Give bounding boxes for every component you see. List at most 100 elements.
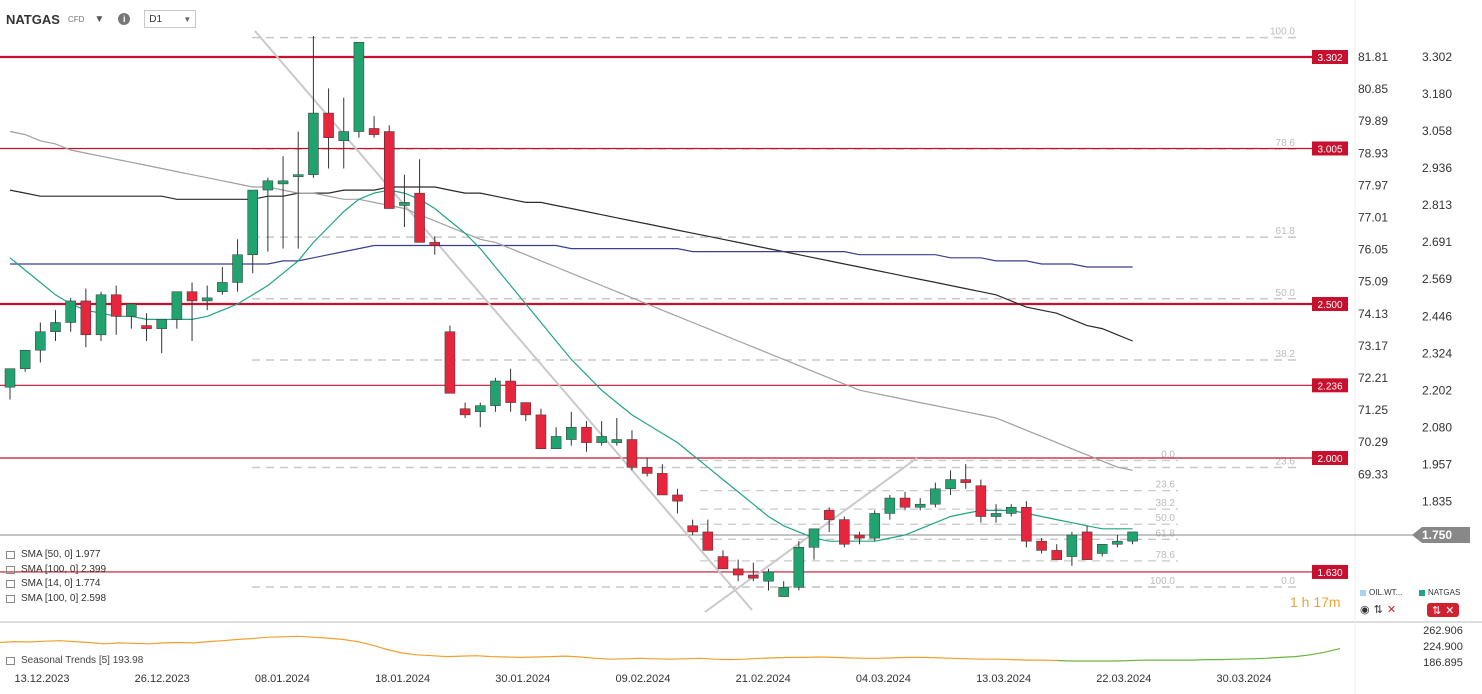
x-axis-tick: 13.12.2023 bbox=[14, 673, 69, 685]
candle-up bbox=[611, 439, 623, 443]
candle-up bbox=[566, 426, 577, 440]
indicator-row[interactable]: SMA [100, 0] 2.598 bbox=[6, 592, 106, 607]
compare-oil-controls: ◉ ⇅ ✕ bbox=[1360, 603, 1396, 616]
seasonal-axis-tick: 77.97 bbox=[1358, 178, 1388, 192]
timeframe-select[interactable]: D1 ▼ bbox=[144, 10, 197, 28]
indicator-row[interactable]: SMA [14, 0] 1.774 bbox=[6, 577, 106, 592]
level-price-tag bbox=[1312, 50, 1348, 64]
fib-level-label: 100.0 bbox=[1270, 27, 1295, 38]
fib-minor-label: 50.0 bbox=[1156, 513, 1176, 524]
color-swatch-icon bbox=[1419, 589, 1425, 596]
seasonal-axis-tick: 75.09 bbox=[1358, 275, 1388, 289]
seasonal-axis-tick: 71.25 bbox=[1358, 403, 1388, 417]
candle-down bbox=[657, 473, 668, 496]
chevron-down-icon: ▼ bbox=[183, 14, 192, 24]
close-icon[interactable]: ✕ bbox=[1386, 604, 1397, 616]
candle-up bbox=[1066, 534, 1078, 557]
seasonal-legend[interactable]: Seasonal Trends [5] 193.98 bbox=[6, 655, 143, 666]
compare-natgas-controls: ⇅ ✕ bbox=[1427, 603, 1460, 617]
compare-oil[interactable]: OIL.WT... bbox=[1360, 588, 1402, 597]
candle-up bbox=[884, 497, 896, 514]
reorder-icon[interactable]: ⇅ bbox=[1432, 604, 1442, 617]
seasonal-axis-tick: 77.01 bbox=[1358, 211, 1388, 225]
indicator-toggle-icon[interactable] bbox=[6, 580, 15, 589]
sma-line bbox=[9, 130, 1133, 471]
compare-natgas[interactable]: NATGAS bbox=[1419, 588, 1460, 597]
candle-down bbox=[141, 325, 152, 329]
level-price-tag bbox=[1312, 564, 1348, 579]
current-price-label: 1.750 bbox=[1422, 528, 1452, 542]
candle-up bbox=[95, 294, 107, 336]
candle-down bbox=[702, 531, 714, 551]
reorder-icon[interactable]: ⇅ bbox=[1373, 604, 1383, 616]
fib-level-label: 61.8 bbox=[1276, 226, 1296, 237]
candle-down bbox=[1081, 531, 1093, 560]
price-axis-tick: 2.080 bbox=[1422, 420, 1452, 434]
candle-up bbox=[990, 513, 1002, 517]
seasonal-label: Seasonal Trends [5] 193.98 bbox=[21, 655, 144, 666]
indicator-row[interactable]: SMA [50, 0] 1.977 bbox=[6, 548, 106, 563]
x-axis-tick: 30.03.2024 bbox=[1216, 673, 1271, 685]
price-axis-tick: 3.058 bbox=[1422, 124, 1452, 138]
candle-up bbox=[1112, 540, 1123, 545]
indicator-legend: SMA [50, 0] 1.977 SMA [100, 0] 2.399 SMA… bbox=[6, 548, 106, 606]
symbol-dropdown-icon[interactable]: ▼ bbox=[94, 13, 105, 25]
price-axis-tick: 2.446 bbox=[1422, 309, 1452, 323]
indicator-toggle-icon[interactable] bbox=[6, 565, 15, 574]
price-axis-tick: 3.302 bbox=[1422, 50, 1452, 64]
candle-down bbox=[899, 497, 911, 508]
candle-down bbox=[626, 439, 638, 468]
indicator-toggle-icon[interactable] bbox=[6, 656, 15, 665]
candle-up bbox=[1005, 507, 1017, 514]
x-axis-tick: 13.03.2024 bbox=[976, 673, 1031, 685]
candle-up bbox=[596, 436, 607, 443]
candle-up bbox=[338, 131, 349, 142]
candle-down bbox=[444, 331, 456, 394]
fib-minor-label: 38.2 bbox=[1156, 498, 1176, 509]
candle-up bbox=[490, 380, 501, 406]
price-axis-tick: 2.569 bbox=[1422, 272, 1452, 286]
candle-down bbox=[110, 294, 122, 317]
indicator-row[interactable]: SMA [100, 0] 2.399 bbox=[6, 563, 106, 578]
x-axis-tick: 21.02.2024 bbox=[736, 673, 791, 685]
close-icon[interactable]: ✕ bbox=[1445, 604, 1455, 617]
indicator-label: SMA [14, 0] 1.774 bbox=[21, 578, 101, 589]
indicator-toggle-icon[interactable] bbox=[6, 594, 15, 603]
current-price-tag bbox=[1412, 527, 1470, 543]
candle-up bbox=[1127, 531, 1138, 542]
candle-down bbox=[384, 131, 395, 209]
seasonal-axis-tick: 72.21 bbox=[1358, 371, 1388, 385]
candle-down bbox=[1036, 540, 1047, 551]
sma-line bbox=[10, 244, 1133, 268]
candle-down bbox=[732, 568, 744, 576]
candle-down bbox=[823, 510, 835, 520]
symbol-label[interactable]: NATGAS bbox=[6, 11, 60, 27]
candle-up bbox=[778, 587, 789, 597]
compare-label: NATGAS bbox=[1428, 588, 1461, 597]
candle-up bbox=[550, 436, 562, 450]
info-icon[interactable]: i bbox=[118, 13, 131, 25]
seasonal-axis-tick: 70.29 bbox=[1358, 435, 1388, 449]
candle-up bbox=[399, 202, 410, 206]
eye-icon[interactable]: ◉ bbox=[1360, 604, 1370, 616]
candle-up bbox=[808, 528, 820, 548]
indicator-label: SMA [100, 0] 2.399 bbox=[21, 563, 107, 575]
fib-level-label: 50.0 bbox=[1276, 288, 1296, 299]
x-axis-tick: 22.03.2024 bbox=[1096, 673, 1151, 685]
candle-down bbox=[672, 494, 683, 502]
lower-axis-tick: 262.906 bbox=[1423, 625, 1463, 637]
candle-up bbox=[232, 254, 243, 283]
level-price-tag bbox=[1312, 451, 1348, 466]
lower-axis-tick: 224.900 bbox=[1423, 641, 1463, 653]
candle-down bbox=[186, 291, 198, 302]
candle-down bbox=[505, 380, 516, 403]
candle-up bbox=[50, 322, 61, 332]
candle-up bbox=[914, 503, 926, 508]
indicator-toggle-icon[interactable] bbox=[6, 551, 15, 560]
price-axis-tick: 1.957 bbox=[1422, 457, 1452, 471]
seasonal-line-projection bbox=[1057, 648, 1341, 662]
candle-down bbox=[459, 408, 471, 416]
candle-up bbox=[4, 368, 16, 388]
